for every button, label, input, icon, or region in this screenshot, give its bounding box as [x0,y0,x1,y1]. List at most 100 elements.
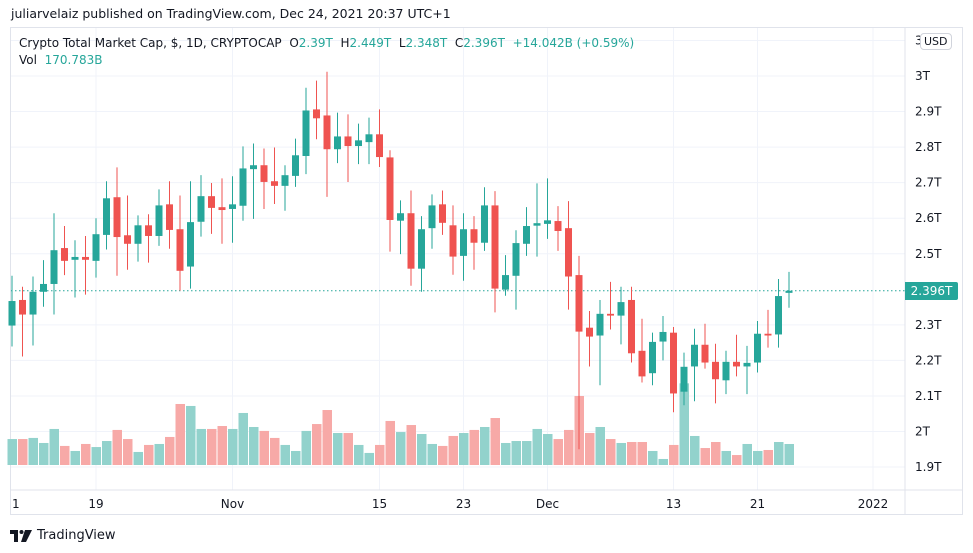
volume-bar [721,450,731,465]
volume-bar [18,439,28,465]
price-tick-label: 2.9T [915,105,942,119]
volume-bar [385,420,395,465]
price-tick-label: 2.5T [915,247,942,261]
candle-body [638,350,646,377]
candle-body [187,222,194,267]
price-tick-label: 2T [915,425,931,439]
change-value: +14.042B (+0.59%) [512,36,635,50]
candle-body [155,205,163,236]
candle-body [82,256,89,260]
chart-frame [10,27,963,515]
candle-body [281,175,289,186]
volume-bar [669,444,679,465]
volume-bar [511,441,521,465]
candle-body [8,301,16,326]
volume-bar [616,442,626,465]
high-value: 2.449T [349,36,392,50]
candle-body [50,250,58,284]
candle-body [229,204,236,209]
time-tick-label: 13 [666,497,681,511]
candle-body [271,181,278,186]
footer-brand[interactable]: TradingView [10,528,116,543]
volume-bar [39,442,49,465]
volume-bar [228,428,238,465]
candle-body [680,366,688,392]
candle-body [103,198,110,235]
volume-bars [7,383,794,465]
candle-body [218,207,226,211]
candle-body [733,361,740,367]
candle-body [743,362,751,367]
time-tick-label: 19 [88,497,103,511]
price-tick-label: 2.1T [915,389,942,403]
candle-body [617,302,625,316]
candle-body [596,313,604,336]
volume-bar [186,405,196,465]
volume-bar [49,428,59,465]
volume-bar [144,444,154,465]
time-tick-label: 21 [750,497,765,511]
candle-body [313,109,320,119]
volume-bar [343,433,353,465]
candle-body [71,256,79,260]
candle-body [323,115,331,150]
price-tick-label: 2.3T [915,318,942,332]
candle-body [386,157,394,220]
volume-bar [291,450,301,465]
candle-body [491,205,499,289]
volume-bar [259,430,269,465]
candle-body [418,229,425,269]
candle-body [722,361,730,381]
candle-body [344,136,352,147]
candle-body [764,333,772,336]
volume-bar [543,434,553,465]
candle-body [176,229,184,271]
volume-label: Vol [19,53,37,67]
candle-body [670,332,677,394]
ohlc-legend: Crypto Total Market Cap, $, 1D, CRYPTOCA… [19,35,634,69]
last-price-label: 2.396T [905,281,958,300]
price-tick-label: 2.6T [915,211,942,225]
volume-bar [249,426,259,465]
price-tick-label: 2.7T [915,176,942,190]
candle-body [470,229,478,243]
candle-body [481,205,488,243]
grid-lines [11,28,905,490]
volume-bar [417,434,427,465]
low-value: 2.348T [405,36,448,50]
candle-body [19,299,26,315]
volume-bar [501,442,511,465]
volume-bar [81,443,91,465]
volume-bar [217,426,227,465]
close-value: 2.396T [463,36,505,50]
volume-bar [700,448,710,465]
price-tick-label: 2.2T [915,353,942,367]
volume-bar [711,441,721,465]
volume-bar [165,436,175,465]
candle-body [334,136,341,150]
candle-body [628,299,635,354]
currency-button[interactable]: USD [920,33,952,50]
candle-body [586,327,593,337]
candle-body [61,248,68,261]
volume-bar [784,443,794,465]
candles [8,71,793,450]
volume-bar [60,445,70,465]
volume-bar [28,437,38,465]
volume-bar [112,429,122,465]
volume-bar [469,429,479,465]
candle-body [92,234,100,261]
volume-bar [364,452,374,465]
candle-body [397,213,404,221]
candle-body [449,225,457,257]
candle-body [365,134,373,143]
candle-body [302,110,310,156]
footer-brand-text: TradingView [37,528,116,543]
volume-bar [7,439,17,465]
candle-body [113,197,121,238]
time-tick-label: 1 [12,497,20,511]
volume-bar [522,441,532,465]
symbol-title[interactable]: Crypto Total Market Cap, $, 1D, CRYPTOCA… [19,36,282,50]
candle-body [197,196,205,222]
